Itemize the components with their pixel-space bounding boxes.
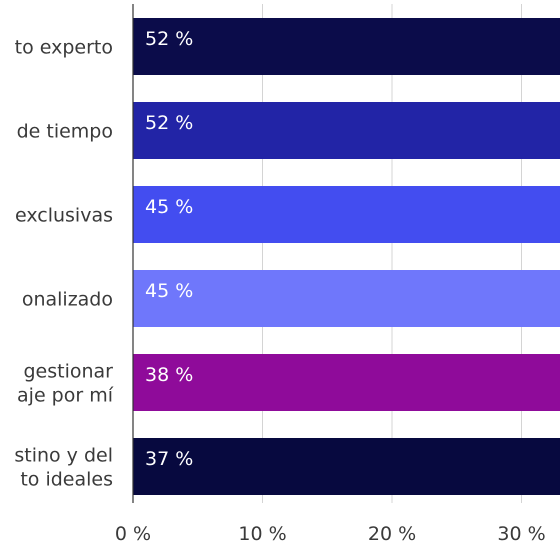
value-label-3: 45 %: [145, 280, 193, 302]
category-label-4-0: gestionar: [24, 361, 114, 383]
value-label-4: 38 %: [145, 364, 193, 386]
bar-4: [133, 354, 560, 411]
category-label-2-0: exclusivas: [15, 205, 113, 227]
bar-5: [133, 438, 560, 495]
value-label-1: 52 %: [145, 112, 193, 134]
gridlines: [262, 4, 522, 503]
x-tick-label-0: 0 %: [115, 523, 151, 545]
category-label-3-0: onalizado: [22, 289, 113, 311]
x-tick-labels: 0 % 10 % 20 % 30 %: [115, 523, 546, 545]
x-tick-label-3: 30 %: [497, 523, 545, 545]
bars: [133, 18, 560, 495]
bar-0: [133, 18, 560, 75]
category-label-4-1: aje por mí: [17, 385, 114, 407]
category-label-5-0: stino y del: [14, 445, 113, 467]
category-label-0-0: to experto: [15, 37, 113, 59]
x-tick-label-2: 20 %: [368, 523, 416, 545]
bar-2: [133, 186, 560, 243]
bar-1: [133, 102, 560, 159]
value-labels: 52 % 52 % 45 % 45 % 38 % 37 %: [145, 28, 193, 470]
value-label-2: 45 %: [145, 196, 193, 218]
value-label-5: 37 %: [145, 448, 193, 470]
category-labels: to experto de tiempo exclusivas onalizado ge…: [14, 37, 113, 491]
value-label-0: 52 %: [145, 28, 193, 50]
bar-3: [133, 270, 560, 327]
category-label-5-1: to ideales: [20, 469, 113, 491]
x-tick-label-1: 10 %: [238, 523, 286, 545]
category-label-1-0: de tiempo: [17, 121, 113, 143]
